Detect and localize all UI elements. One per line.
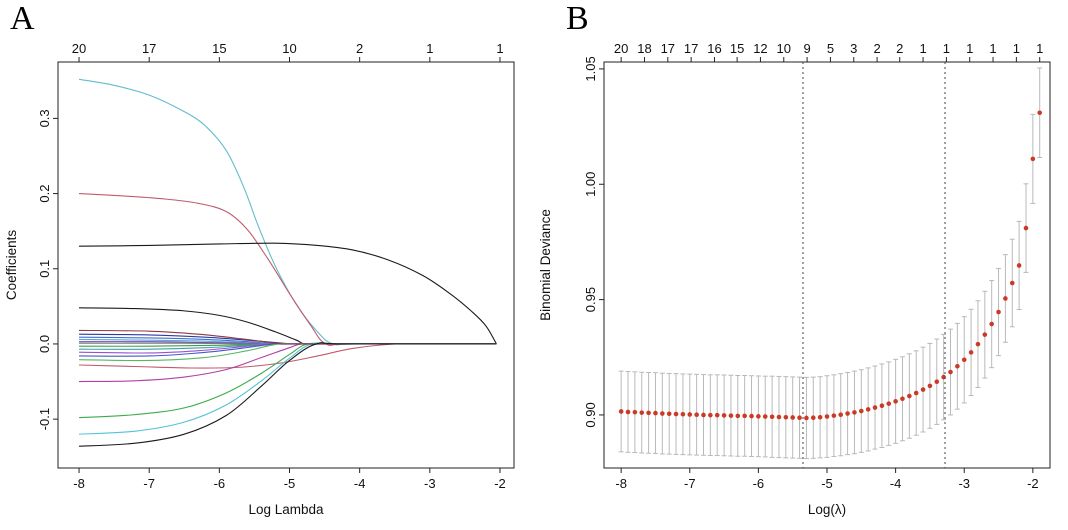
svg-text:-6: -6 [753,476,765,491]
svg-text:0.2: 0.2 [37,185,52,203]
svg-text:9: 9 [803,41,810,56]
svg-text:15: 15 [212,41,226,56]
svg-text:1: 1 [426,41,433,56]
svg-text:20: 20 [72,41,86,56]
panel-a: A -8 -7 -6 -5 -4 -3 -2 -0.1 0.0 0.1 0.2 0.3 20 17 15 10… [4,0,515,517]
svg-text:-4: -4 [890,476,902,491]
lasso-coefficient-path-chart: -8 -7 -6 -5 -4 -3 -2 -0.1 0.0 0.1 0.2 0.3 20 17 15 10 2 1… [4,41,515,517]
svg-text:0.1: 0.1 [37,260,52,278]
svg-text:-5: -5 [821,476,833,491]
svg-text:Log Lambda: Log Lambda [248,502,324,517]
svg-text:3: 3 [850,41,857,56]
svg-text:Binomial Deviance: Binomial Deviance [538,209,553,321]
svg-text:0.95: 0.95 [583,287,598,312]
svg-text:-8: -8 [615,476,627,491]
svg-text:5: 5 [827,41,834,56]
panel-b: B -8 -7 -6 -5 -4 -3 -2 0.90 0.95 1.00 1.05 20 18 17 17… [534,0,1068,530]
svg-text:17: 17 [661,41,675,56]
svg-text:1: 1 [966,41,973,56]
svg-text:12: 12 [753,41,767,56]
svg-text:20: 20 [614,41,628,56]
svg-text:1: 1 [919,41,926,56]
svg-text:16: 16 [707,41,721,56]
svg-text:-4: -4 [354,476,366,491]
svg-text:-7: -7 [684,476,696,491]
svg-text:1: 1 [1036,41,1043,56]
svg-text:10: 10 [777,41,791,56]
svg-text:2: 2 [873,41,880,56]
svg-text:-3: -3 [424,476,436,491]
svg-text:Log(λ): Log(λ) [808,502,846,517]
svg-text:1: 1 [1013,41,1020,56]
svg-text:1.00: 1.00 [583,172,598,197]
svg-text:-8: -8 [73,476,85,491]
svg-text:-7: -7 [143,476,155,491]
svg-text:-2: -2 [1027,476,1039,491]
svg-text:-3: -3 [958,476,970,491]
svg-text:2: 2 [896,41,903,56]
svg-text:-2: -2 [494,476,506,491]
svg-text:0.0: 0.0 [37,335,52,353]
panel-b-label: B [566,0,589,37]
svg-text:1: 1 [496,41,503,56]
svg-text:10: 10 [282,41,296,56]
svg-text:-5: -5 [284,476,296,491]
panel-a-label: A [10,0,35,37]
svg-text:1: 1 [989,41,996,56]
svg-text:Coefficients: Coefficients [4,230,19,301]
svg-text:-0.1: -0.1 [37,408,52,430]
cv-binomial-deviance-chart: -8 -7 -6 -5 -4 -3 -2 0.90 0.95 1.00 1.05 20 18 17 17 16… [538,41,1051,517]
svg-text:17: 17 [684,41,698,56]
svg-text:0.3: 0.3 [37,109,52,127]
svg-text:17: 17 [142,41,156,56]
svg-text:2: 2 [356,41,363,56]
svg-text:-6: -6 [214,476,226,491]
svg-text:0.90: 0.90 [583,402,598,427]
svg-text:1.05: 1.05 [583,56,598,81]
svg-text:15: 15 [730,41,744,56]
svg-text:1: 1 [943,41,950,56]
svg-text:18: 18 [637,41,651,56]
